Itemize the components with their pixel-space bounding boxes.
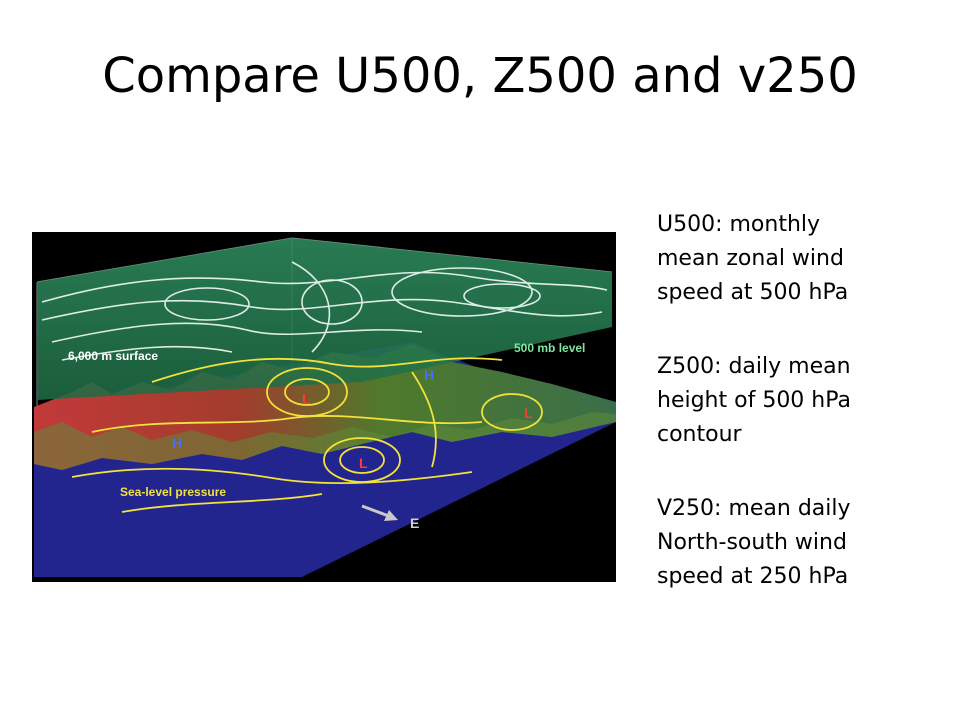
definition-u500-line3: speed at 500 hPa (657, 280, 849, 305)
definitions-list: U500: monthly mean zonal wind speed at 5… (657, 208, 947, 634)
low-pressure-marker-1: L (302, 391, 311, 407)
definition-u500-line2: mean zonal wind (657, 246, 844, 271)
slide-title: Compare U500, Z500 and v250 (102, 48, 858, 104)
definition-v250: V250: mean daily North-south wind speed … (657, 492, 947, 594)
definition-z500-line3: contour (657, 422, 742, 447)
label-6000m-surface: 6,000 m surface (68, 349, 158, 363)
low-pressure-marker-3: L (524, 405, 533, 421)
label-500mb-level: 500 mb level (514, 341, 585, 355)
surface-500mb-plane (37, 238, 612, 400)
upper-contours (41, 261, 608, 361)
definition-z500-line1: Z500: daily mean (657, 354, 851, 379)
high-pressure-marker-1: H (172, 435, 182, 451)
high-pressure-marker-2: H (424, 367, 434, 383)
definition-v250-line2: North-south wind (657, 530, 847, 555)
definition-z500: Z500: daily mean height of 500 hPa conto… (657, 350, 947, 452)
terrain-highlights (34, 412, 616, 470)
definition-z500-line2: height of 500 hPa (657, 388, 852, 413)
definition-u500-line1: U500: monthly (657, 212, 821, 237)
definition-v250-line1: V250: mean daily (657, 496, 851, 521)
sea-level-contours (71, 357, 543, 513)
label-east: E (410, 515, 419, 531)
label-sea-level-pressure: Sea-level pressure (120, 485, 226, 499)
definition-u500: U500: monthly mean zonal wind speed at 5… (657, 208, 947, 310)
low-pressure-marker-2: L (359, 455, 368, 471)
atmosphere-3d-figure: H H L L L 6,000 m surface 500 mb level S… (32, 232, 616, 582)
east-arrow-icon (361, 504, 398, 521)
atmosphere-3d-illustration: H H L L L 6,000 m surface 500 mb level S… (34, 237, 616, 577)
definition-v250-line3: speed at 250 hPa (657, 564, 849, 589)
